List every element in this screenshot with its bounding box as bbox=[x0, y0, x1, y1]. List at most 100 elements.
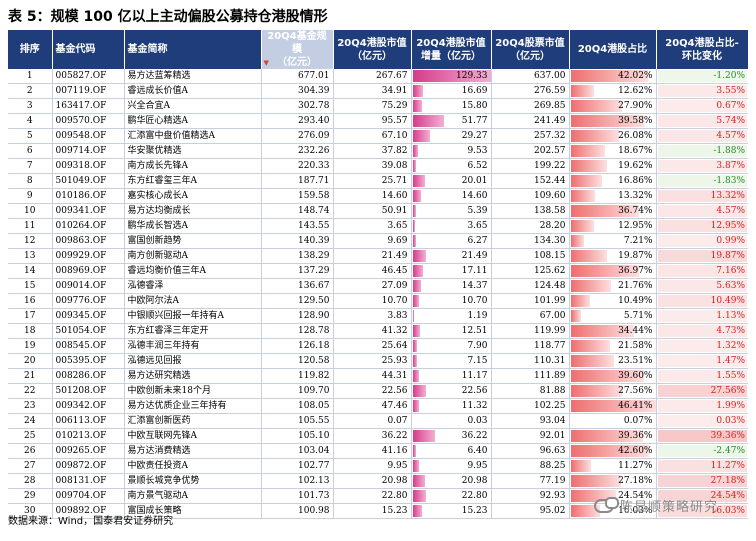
cell-name-value: 泓德睿泽 bbox=[127, 281, 164, 291]
cell-hk-increase: 12.51 bbox=[411, 323, 492, 339]
cell-scale-value: 108.05 bbox=[298, 401, 330, 411]
cell-hk-ratio-change-value: 0.03% bbox=[716, 416, 745, 426]
cell-code-value: 005827.OF bbox=[55, 71, 107, 81]
cell-hk-increase-value: 10.70 bbox=[461, 296, 488, 306]
cell-hk-increase-value: 9.95 bbox=[467, 461, 488, 471]
cell-hk-increase: 7.15 bbox=[411, 353, 492, 369]
hk-ratio-bar bbox=[570, 280, 611, 292]
cell-hk-increase-value: 6.27 bbox=[467, 236, 488, 246]
cell-scale: 103.04 bbox=[261, 443, 334, 459]
cell-stock-value-value: 81.88 bbox=[539, 386, 566, 396]
cell-stock-value: 124.48 bbox=[491, 278, 570, 294]
cell-hk-value-value: 0.07 bbox=[387, 416, 408, 426]
cell-rank-value: 15 bbox=[24, 281, 36, 291]
cell-hk-ratio-change: 7.16% bbox=[656, 263, 748, 279]
cell-stock-value: 202.57 bbox=[491, 143, 570, 159]
cell-stock-value-value: 96.63 bbox=[539, 446, 566, 456]
hk-ratio-bar bbox=[570, 340, 611, 352]
cell-hk-value: 22.56 bbox=[333, 383, 412, 399]
cell-hk-ratio-change-value: -1.88% bbox=[713, 146, 745, 156]
cell-scale: 677.01 bbox=[261, 69, 334, 84]
cell-code: 009265.OF bbox=[52, 443, 125, 459]
cell-hk-value-value: 14.60 bbox=[381, 191, 408, 201]
cell-hk-increase: 0.03 bbox=[411, 413, 492, 429]
cell-scale-value: 101.73 bbox=[298, 491, 330, 501]
hk-ratio-change-bar bbox=[657, 280, 747, 292]
cell-code: 006113.OF bbox=[52, 413, 125, 429]
cell-stock-value: 92.01 bbox=[491, 428, 570, 444]
hk-ratio-change-bar bbox=[657, 205, 747, 217]
cell-stock-value: 637.00 bbox=[491, 69, 570, 84]
cell-rank-value: 19 bbox=[24, 341, 36, 351]
cell-name: 华安聚优精选 bbox=[124, 143, 262, 159]
table-row: 4 009570.OF 鹏华匠心精选A 293.40 95.57 51.77 241.49 3… bbox=[8, 113, 748, 129]
cell-name-value: 中欧创新未来18个月 bbox=[127, 386, 211, 396]
cell-name: 中欧责任投资A bbox=[124, 458, 262, 474]
cell-hk-ratio-change-value: 1.55% bbox=[716, 371, 745, 381]
hk-ratio-change-bar bbox=[657, 295, 747, 307]
table-row: 22 501208.OF 中欧创新未来18个月 109.70 22.56 22.56 81.… bbox=[8, 383, 748, 399]
hk-increase-bar bbox=[412, 475, 426, 487]
col-header-hk-value: 20Q4港股市值 （亿元） bbox=[333, 30, 412, 69]
cell-hk-value: 39.08 bbox=[333, 158, 412, 174]
cell-scale: 119.82 bbox=[261, 368, 334, 384]
cell-rank: 26 bbox=[8, 443, 53, 459]
cell-code-value: 009342.OF bbox=[55, 401, 107, 411]
cell-rank: 4 bbox=[8, 113, 53, 129]
cell-scale-value: 119.82 bbox=[298, 371, 330, 381]
hk-increase-bar bbox=[412, 325, 421, 337]
hk-increase-bar bbox=[412, 265, 423, 277]
cell-code: 010264.OF bbox=[52, 218, 125, 234]
cell-hk-increase-value: 21.49 bbox=[461, 251, 488, 261]
cell-hk-value-value: 3.65 bbox=[387, 221, 408, 231]
cell-hk-ratio: 19.62% bbox=[569, 158, 657, 174]
cell-stock-value: 108.15 bbox=[491, 248, 570, 264]
cell-hk-value: 0.07 bbox=[333, 413, 412, 429]
cell-hk-ratio: 36.97% bbox=[569, 263, 657, 279]
cell-name-value: 东方红睿玺三年A bbox=[127, 176, 198, 186]
cell-hk-increase: 14.37 bbox=[411, 278, 492, 294]
cell-rank-value: 2 bbox=[26, 86, 33, 96]
cell-hk-ratio-value: 12.62% bbox=[618, 86, 653, 96]
cell-name: 易方达均衡成长 bbox=[124, 203, 262, 219]
hk-ratio-bar bbox=[570, 130, 619, 142]
cell-hk-ratio-change: 4.73% bbox=[656, 323, 748, 339]
cell-hk-increase-value: 11.32 bbox=[461, 401, 488, 411]
cell-hk-value-value: 36.22 bbox=[381, 431, 408, 441]
cell-stock-value: 110.31 bbox=[491, 353, 570, 369]
cell-hk-value: 95.57 bbox=[333, 113, 412, 129]
cell-hk-value-value: 9.69 bbox=[387, 236, 408, 246]
cell-scale-value: 302.78 bbox=[298, 101, 330, 111]
cell-hk-ratio: 23.51% bbox=[569, 353, 657, 369]
cell-hk-value: 47.46 bbox=[333, 398, 412, 414]
cell-name: 泓德丰润三年持有 bbox=[124, 338, 262, 354]
col-header-hk-increase-label: 20Q4港股市值 增量（亿元） bbox=[416, 37, 486, 62]
cell-stock-value-value: 124.48 bbox=[534, 281, 566, 291]
cell-scale: 138.29 bbox=[261, 248, 334, 264]
cell-scale: 232.26 bbox=[261, 143, 334, 159]
cell-code-value: 163417.OF bbox=[55, 101, 107, 111]
cell-hk-ratio-value: 39.60% bbox=[618, 371, 653, 381]
table-row: 15 009014.OF 泓德睿泽 136.67 27.09 14.37 124.48 21.… bbox=[8, 278, 748, 294]
cell-scale-value: 105.55 bbox=[298, 416, 330, 426]
cell-hk-ratio-change: -1.88% bbox=[656, 143, 748, 159]
hk-increase-bar bbox=[412, 445, 417, 457]
cell-stock-value-value: 637.00 bbox=[534, 71, 566, 81]
cell-name-value: 南方景气驱动A bbox=[127, 491, 189, 501]
hk-ratio-bar bbox=[570, 220, 595, 232]
table-row: 11 010264.OF 鹏华成长智选A 143.55 3.65 3.65 28.20 12.… bbox=[8, 218, 748, 234]
cell-rank: 7 bbox=[8, 158, 53, 174]
cell-name: 兴全合宜A bbox=[124, 98, 262, 114]
cell-rank-value: 28 bbox=[24, 476, 36, 486]
cell-hk-ratio-value: 21.58% bbox=[618, 341, 653, 351]
cell-stock-value-value: 199.22 bbox=[534, 161, 566, 171]
table-row: 7 009318.OF 南方成长先锋A 220.33 39.08 6.52 199.22 19… bbox=[8, 158, 748, 174]
cell-rank: 1 bbox=[8, 69, 53, 84]
table-row: 28 008131.OF 景顺长城竞争优势 102.13 20.98 20.98 77.19… bbox=[8, 473, 748, 489]
hk-increase-bar bbox=[412, 460, 419, 472]
cell-hk-ratio-value: 21.76% bbox=[618, 281, 653, 291]
cell-scale-value: 129.50 bbox=[298, 296, 330, 306]
hk-ratio-bar bbox=[570, 460, 592, 472]
cell-hk-ratio-change-value: 1.47% bbox=[716, 356, 745, 366]
cell-code-value: 501049.OF bbox=[55, 176, 107, 186]
